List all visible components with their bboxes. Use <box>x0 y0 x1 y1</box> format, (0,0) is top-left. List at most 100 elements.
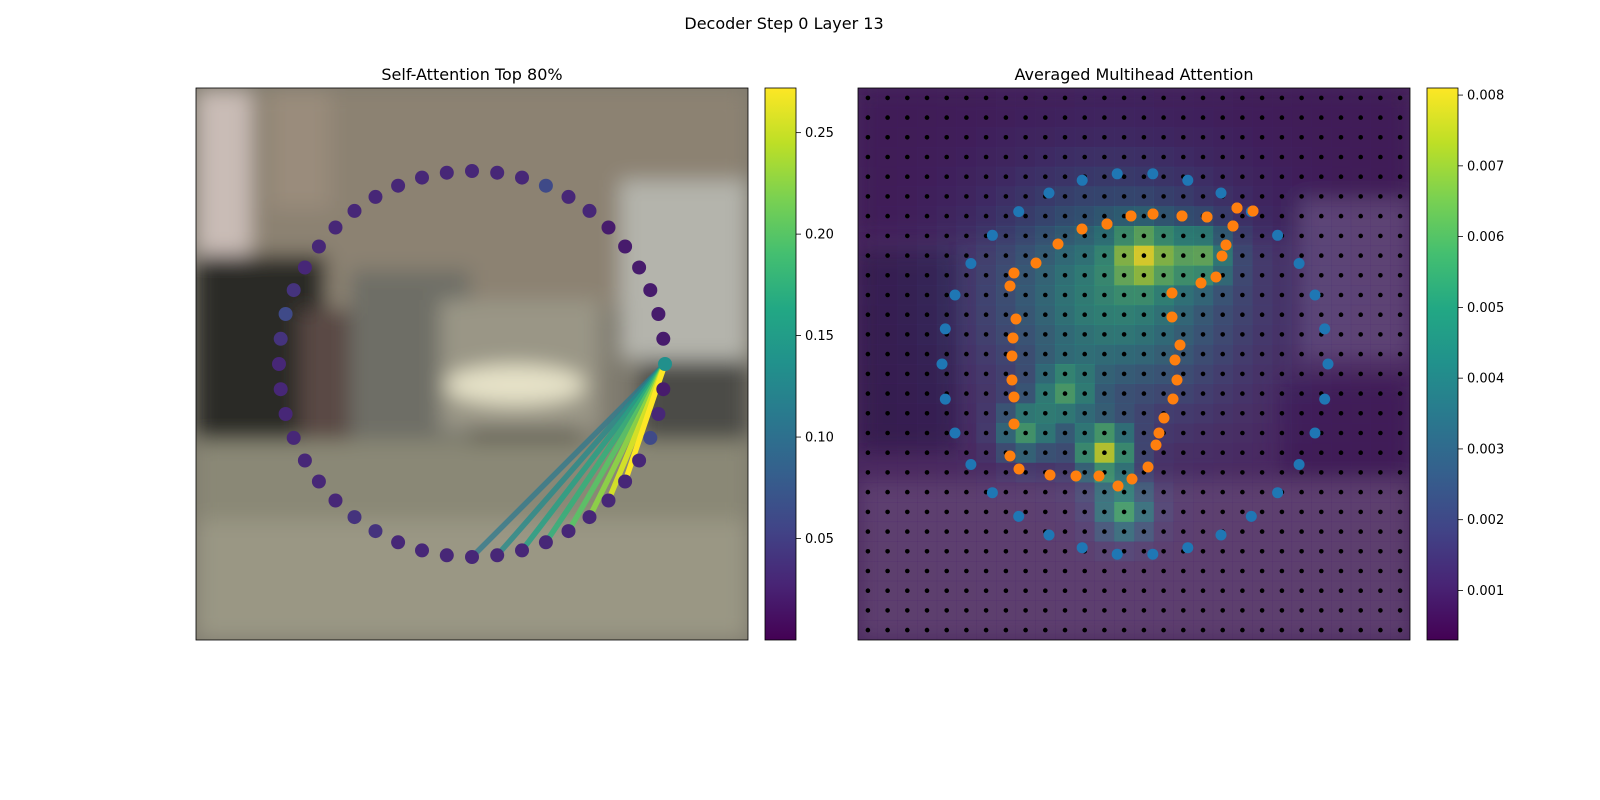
grid-point <box>1378 332 1383 337</box>
grid-point <box>983 351 989 357</box>
grid-point <box>1200 95 1206 101</box>
grid-point <box>1121 351 1127 357</box>
grid-point <box>964 430 969 436</box>
grid-point <box>1003 470 1009 475</box>
contour-point <box>391 535 406 550</box>
grid-point <box>1200 174 1206 179</box>
blue-point <box>1076 542 1088 554</box>
grid-point <box>1062 213 1068 219</box>
grid-point <box>885 588 890 593</box>
grid-point <box>1181 470 1186 475</box>
orange-point <box>1247 205 1259 217</box>
grid-point <box>1062 568 1068 574</box>
grid-point <box>1043 489 1048 495</box>
grid-point <box>1082 312 1087 318</box>
grid-point <box>1181 509 1186 515</box>
grid-point <box>1338 312 1344 318</box>
grid-point <box>905 371 910 377</box>
grid-point <box>1338 430 1344 436</box>
left-plot-frame <box>195 87 749 641</box>
right-panel-title: Averaged Multihead Attention <box>1015 65 1254 84</box>
figure-title: Decoder Step 0 Layer 13 <box>684 14 883 33</box>
grid-point <box>1141 135 1147 140</box>
grid-point <box>1121 568 1127 574</box>
grid-point <box>1220 627 1225 633</box>
grid-point <box>944 95 949 101</box>
colorbar-tick-label: 0.005 <box>1467 301 1504 316</box>
grid-point <box>865 351 871 357</box>
grid-point <box>1338 470 1344 475</box>
grid-point <box>1397 608 1403 613</box>
grid-point <box>924 450 930 456</box>
right-colorbar-ticks: 0.001 0.002 0.003 0.004 0.005 0.006 0.007 0.008 <box>1458 89 1504 599</box>
grid-point <box>1181 608 1186 613</box>
grid-point <box>924 391 930 396</box>
grid-point <box>1023 273 1028 278</box>
grid-point <box>1220 292 1225 298</box>
grid-point <box>1200 509 1206 515</box>
grid-point <box>1003 588 1009 593</box>
orange-point <box>1201 211 1213 223</box>
grid-point <box>1338 154 1344 160</box>
grid-point <box>865 332 871 337</box>
grid-point <box>1200 549 1206 554</box>
grid-point <box>1082 391 1087 396</box>
grid-point <box>1338 135 1344 140</box>
grid-point <box>1240 351 1245 357</box>
grid-point <box>1082 588 1087 593</box>
grid-point <box>1102 174 1107 179</box>
contour-point <box>582 510 597 525</box>
grid-point <box>1220 115 1225 120</box>
grid-point <box>1003 411 1009 416</box>
grid-point <box>1082 608 1087 613</box>
grid-point <box>1378 273 1383 278</box>
attention-line <box>470 362 667 559</box>
grid-point <box>1358 371 1363 377</box>
grid-point <box>1319 253 1324 258</box>
blue-point <box>1272 487 1284 499</box>
grid-point <box>1003 529 1009 534</box>
grid-point <box>1279 194 1285 199</box>
grid-point <box>865 411 871 416</box>
grid-point <box>1259 174 1265 179</box>
grid-point <box>1378 627 1383 633</box>
grid-point <box>905 529 910 534</box>
grid-point <box>1220 273 1225 278</box>
blue-point <box>1322 358 1334 370</box>
grid-point <box>983 608 989 613</box>
blue-point <box>1272 229 1284 241</box>
grid-point <box>885 115 890 120</box>
grid-point <box>1181 332 1186 337</box>
grid-point <box>1082 194 1087 199</box>
grid-point <box>1259 213 1265 219</box>
grid-point <box>1200 332 1206 337</box>
grid-point <box>1102 489 1107 495</box>
grid-point <box>1062 430 1068 436</box>
grid-point <box>924 529 930 534</box>
grid-point <box>924 588 930 593</box>
grid-point <box>1043 332 1048 337</box>
grid-point <box>1319 450 1324 456</box>
grid-point <box>1062 194 1068 199</box>
grid-point <box>924 411 930 416</box>
grid-point <box>1299 529 1304 534</box>
grid-point <box>1043 95 1048 101</box>
grid-point <box>1121 194 1127 199</box>
blue-point <box>1043 529 1055 541</box>
grid-point <box>1279 273 1285 278</box>
grid-point <box>924 351 930 357</box>
grid-point <box>944 608 949 613</box>
contour-point <box>286 430 301 445</box>
grid-point <box>885 529 890 534</box>
grid-point <box>944 174 949 179</box>
contour-point <box>538 178 553 193</box>
orange-point <box>1004 280 1016 292</box>
grid-point <box>885 627 890 633</box>
grid-point <box>983 154 989 160</box>
grid-point <box>1338 233 1344 239</box>
grid-point <box>1023 608 1028 613</box>
grid-point <box>1200 312 1206 318</box>
grid-point <box>1397 351 1403 357</box>
contour-point <box>490 165 505 180</box>
